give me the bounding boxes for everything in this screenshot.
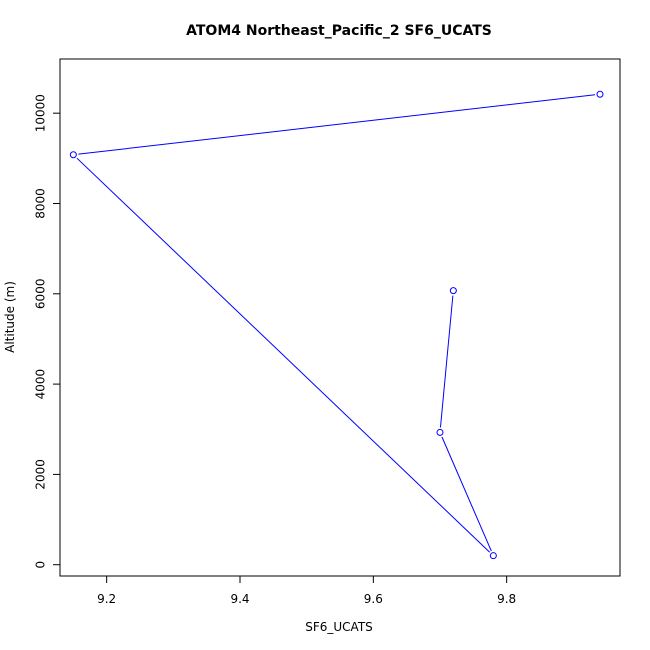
series-layer [69,90,604,560]
y-tick-label: 0 [34,561,48,569]
data-point [69,151,77,159]
chart-title: ATOM4 Northeast_Pacific_2 SF6_UCATS [186,23,492,39]
y-tick-label: 4000 [34,369,48,400]
data-point [596,90,604,98]
y-axis: 0 2000 4000 6000 8000 10000 [34,94,60,569]
series-segment [439,295,454,428]
series-segment [441,436,492,552]
y-tick-label: 6000 [34,279,48,310]
x-tick-label: 9.4 [230,592,249,606]
plot-frame [59,58,621,577]
series-segment [76,157,491,553]
x-tick-label: 9.8 [497,592,516,606]
y-axis-label: Altitude (m) [3,281,17,353]
x-tick-label: 9.6 [364,592,383,606]
x-axis-label: SF6_UCATS [305,620,373,634]
data-point [449,287,457,295]
series-segment [78,94,596,155]
x-tick-label: 9.2 [97,592,116,606]
data-point [436,428,444,436]
data-point [489,552,497,560]
y-tick-label: 2000 [34,459,48,490]
y-tick-label: 10000 [34,94,48,132]
x-axis: 9.2 9.4 9.6 9.8 [97,576,516,606]
y-tick-label: 8000 [34,188,48,219]
